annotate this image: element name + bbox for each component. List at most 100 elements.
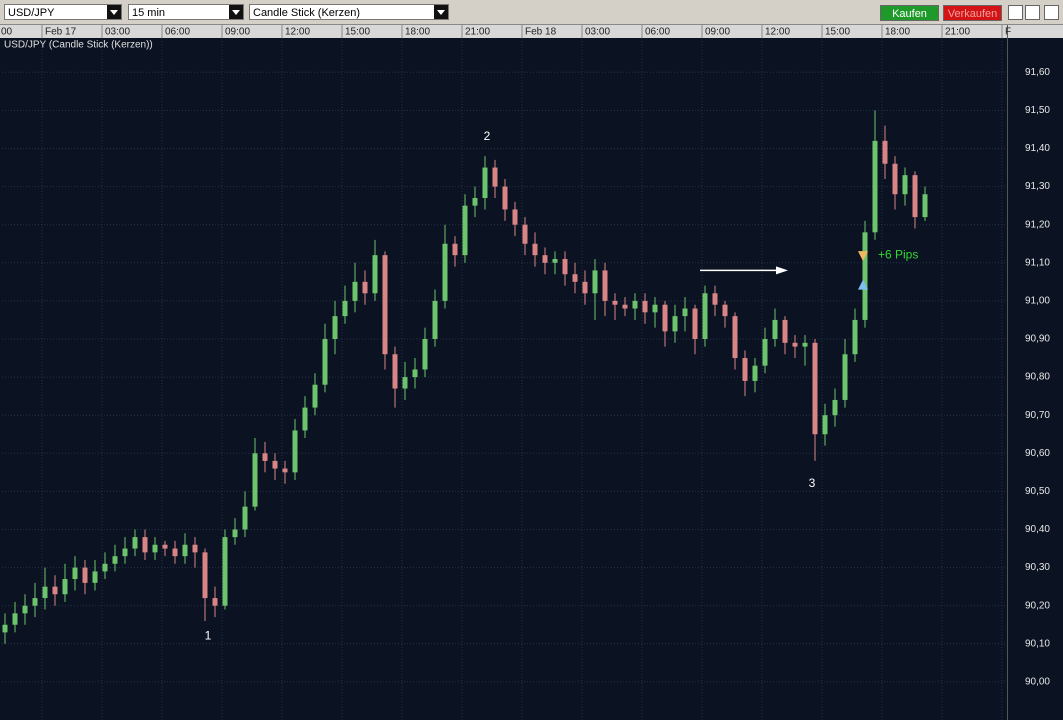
candle-body xyxy=(592,270,598,294)
x-tick-label: 09:00 xyxy=(225,27,250,38)
annotation: +6 Pips xyxy=(878,247,918,261)
candle-body xyxy=(222,537,228,606)
candle-body xyxy=(32,598,38,606)
candle-body xyxy=(162,544,168,549)
trade-marker xyxy=(858,251,868,262)
x-tick-label: 12:00 xyxy=(285,27,310,38)
chart-type-icon[interactable] xyxy=(1008,5,1023,20)
candle-body xyxy=(332,316,338,339)
candle-body xyxy=(632,300,638,309)
trade-marker xyxy=(858,279,868,290)
candle-body xyxy=(802,342,808,347)
candle-body xyxy=(762,338,768,366)
chart-subtitle: USD/JPY (Candle Stick (Kerzen)) xyxy=(4,40,153,51)
candle-body xyxy=(192,544,198,553)
x-tick-label: 15:00 xyxy=(825,27,850,38)
y-tick-label: 91,00 xyxy=(1025,296,1050,307)
candle-body xyxy=(522,224,528,244)
annotation: 1 xyxy=(205,628,212,642)
candle-body xyxy=(72,567,78,580)
candle-body xyxy=(512,209,518,225)
chart-style: Candle Stick (Kerzen) xyxy=(253,7,360,19)
candle-body xyxy=(672,316,678,332)
dropdown-arrow xyxy=(107,5,121,19)
candle-body xyxy=(612,300,618,305)
candle-body xyxy=(312,384,318,408)
interval-dropdown[interactable]: 15 min xyxy=(128,4,244,20)
candle-body xyxy=(402,377,408,389)
candle-body xyxy=(622,304,628,309)
symbol: USD/JPY xyxy=(8,7,55,19)
candle-body xyxy=(152,544,158,553)
y-tick-label: 91,30 xyxy=(1025,181,1050,192)
sell-button[interactable]: Verkaufen xyxy=(943,5,1002,21)
candle-body xyxy=(702,293,708,339)
candle-body xyxy=(462,205,468,256)
candle-body xyxy=(42,586,48,599)
candle-body xyxy=(112,556,118,564)
candle-body xyxy=(472,198,478,206)
candle-body xyxy=(832,399,838,416)
candle-body xyxy=(752,365,758,381)
candle-body xyxy=(882,140,888,164)
plot-background xyxy=(0,38,1063,720)
candle-body xyxy=(872,140,878,233)
interval: 15 min xyxy=(132,7,166,19)
candle-body xyxy=(652,304,658,313)
candle-body xyxy=(572,274,578,282)
candle-body xyxy=(822,415,828,435)
y-tick-label: 90,50 xyxy=(1025,486,1050,497)
buy-button[interactable]: Kaufen xyxy=(880,5,939,21)
candle-body xyxy=(132,537,138,549)
candle-body xyxy=(182,544,188,557)
candle-body xyxy=(722,304,728,317)
candle-body xyxy=(862,232,868,320)
candle-body xyxy=(442,243,448,301)
time-axis-strip xyxy=(0,25,1063,38)
candle-body xyxy=(852,319,858,355)
candle-body xyxy=(262,453,268,461)
candle-body xyxy=(292,430,298,473)
candle-body xyxy=(492,167,498,187)
y-tick-label: 90,10 xyxy=(1025,638,1050,649)
candle-body xyxy=(362,281,368,294)
candle-body xyxy=(122,548,128,557)
symbol-dropdown[interactable]: USD/JPY xyxy=(4,4,122,20)
annotation: 3 xyxy=(809,476,816,490)
candle-body xyxy=(422,338,428,370)
x-tick-label: 03:00 xyxy=(105,27,130,38)
candle-body xyxy=(282,468,288,473)
candle-body xyxy=(532,243,538,256)
arrow-head xyxy=(776,266,788,275)
candle-body xyxy=(62,579,68,595)
candle-body xyxy=(232,529,238,538)
x-tick-label: Feb 18 xyxy=(525,27,557,38)
candle-body xyxy=(252,453,258,507)
candle-body xyxy=(662,304,668,332)
y-tick-label: 90,40 xyxy=(1025,524,1050,535)
candle-body xyxy=(52,586,58,595)
style-dropdown[interactable]: Candle Stick (Kerzen) xyxy=(249,4,449,20)
candle-body xyxy=(892,163,898,195)
x-tick-label: F xyxy=(1005,27,1011,38)
toolbar: USD/JPY 15 min Candle Stick (Kerzen) Kau… xyxy=(0,0,1063,25)
candle-body xyxy=(342,300,348,317)
candle-body xyxy=(382,255,388,355)
candle-body xyxy=(682,308,688,317)
y-tick-label: 90,80 xyxy=(1025,372,1050,383)
candle-body xyxy=(712,293,718,305)
candle-body xyxy=(392,354,398,389)
dropdown-arrow xyxy=(434,5,448,19)
candle-body xyxy=(482,167,488,199)
window-icon[interactable] xyxy=(1044,5,1059,20)
y-tick-label: 91,60 xyxy=(1025,67,1050,78)
x-tick-label: 06:00 xyxy=(165,27,190,38)
candle-body xyxy=(302,407,308,431)
draw-line-icon[interactable] xyxy=(1025,5,1040,20)
candle-body xyxy=(172,548,178,557)
candle-body xyxy=(582,281,588,294)
candle-body xyxy=(602,270,608,301)
candle-body xyxy=(742,358,748,381)
y-tick-label: 90,20 xyxy=(1025,600,1050,611)
